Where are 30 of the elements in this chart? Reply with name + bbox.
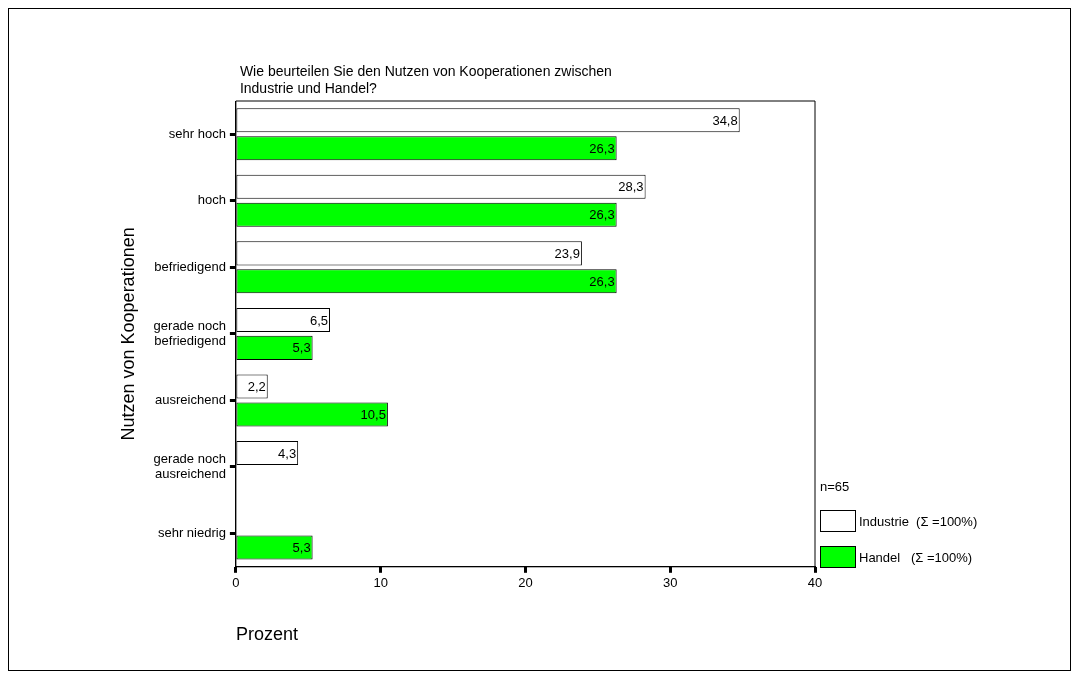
- data-label: 26,3: [589, 273, 615, 289]
- x-tick-label: 20: [518, 575, 533, 591]
- data-label: 34,8: [712, 112, 738, 128]
- data-label: 23,9: [554, 245, 580, 261]
- text: n=65: [820, 479, 851, 494]
- y-tick-label: gerade noch befriedigend: [153, 317, 226, 349]
- x-axis-title: Prozent: [235, 624, 298, 645]
- data-label: 4,3: [278, 445, 297, 461]
- x-tick-label: 40: [807, 575, 823, 591]
- y-tick-label: gerade noch ausreichend: [153, 450, 226, 482]
- chart-title: Wie beurteilen Sie den Nutzen von Kooperationen zwischen Industrie und Handel?: [239, 63, 612, 96]
- data-label: 5,3: [292, 340, 311, 356]
- data-label: 28,3: [618, 179, 644, 195]
- data-label: 5,3: [292, 540, 311, 556]
- data-label: 10,5: [360, 406, 386, 422]
- data-label: 6,5: [309, 312, 328, 328]
- data-label: 2,2: [247, 379, 266, 395]
- y-tick-label: ausreichend: [155, 392, 226, 408]
- y-axis-title: Nutzen von Kooperationen: [117, 227, 138, 441]
- y-tick-label: befriedigend: [154, 258, 226, 274]
- text: Industrie (Σ =100%): [859, 513, 978, 529]
- x-tick-label: 30: [662, 575, 678, 591]
- y-tick-label: sehr niedrig: [157, 525, 226, 541]
- x-tick-label: 10: [373, 575, 388, 591]
- data-label: 26,3: [589, 207, 615, 223]
- legend-label: Handel (Σ =100%): [859, 549, 973, 565]
- x-tick-label: 0: [232, 575, 240, 591]
- data-label: 26,3: [589, 140, 615, 156]
- y-tick-label: sehr hoch: [168, 125, 226, 141]
- y-tick-label: hoch: [197, 192, 226, 208]
